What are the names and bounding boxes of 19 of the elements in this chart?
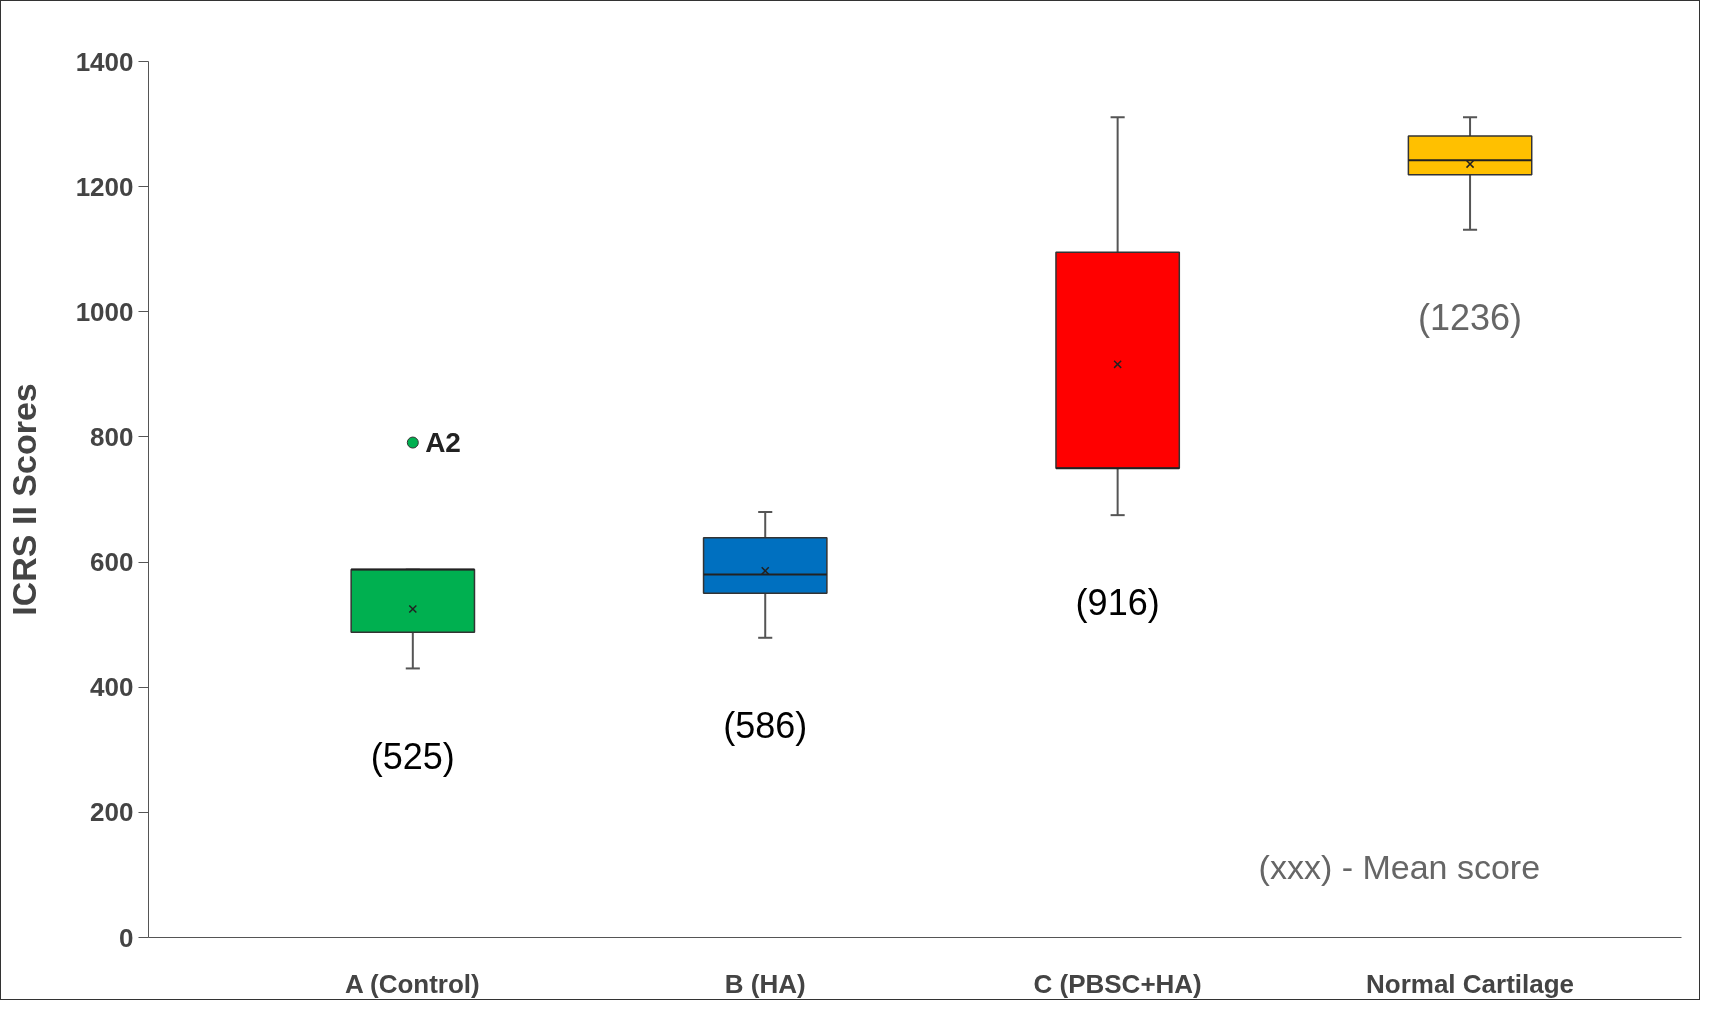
annotation: (586) — [723, 704, 808, 746]
y-axis-title: ICRS II Scores — [4, 383, 43, 616]
y-tick-label: 600 — [90, 547, 134, 578]
annotation: A2 — [425, 427, 461, 459]
annotation: (1236) — [1418, 296, 1523, 338]
y-tick-label: 1000 — [75, 296, 134, 327]
y-tick-label: 1200 — [75, 171, 134, 202]
annotation: (525) — [370, 735, 455, 777]
annotation: (xxx) - Mean score — [1258, 848, 1541, 887]
y-tick-label: 800 — [90, 421, 134, 452]
x-tick-label: C (PBSC+HA) — [1033, 968, 1202, 999]
y-tick-label: 1400 — [75, 46, 134, 77]
y-tick-label: 200 — [90, 797, 134, 828]
y-tick-label: 0 — [119, 922, 134, 953]
x-tick-label: A (Control) — [344, 968, 480, 999]
x-tick-label: Normal Cartilage — [1366, 968, 1575, 999]
x-tick-label: B (HA) — [724, 968, 806, 999]
y-tick-label: 400 — [90, 672, 134, 703]
annotation: (916) — [1075, 582, 1160, 624]
